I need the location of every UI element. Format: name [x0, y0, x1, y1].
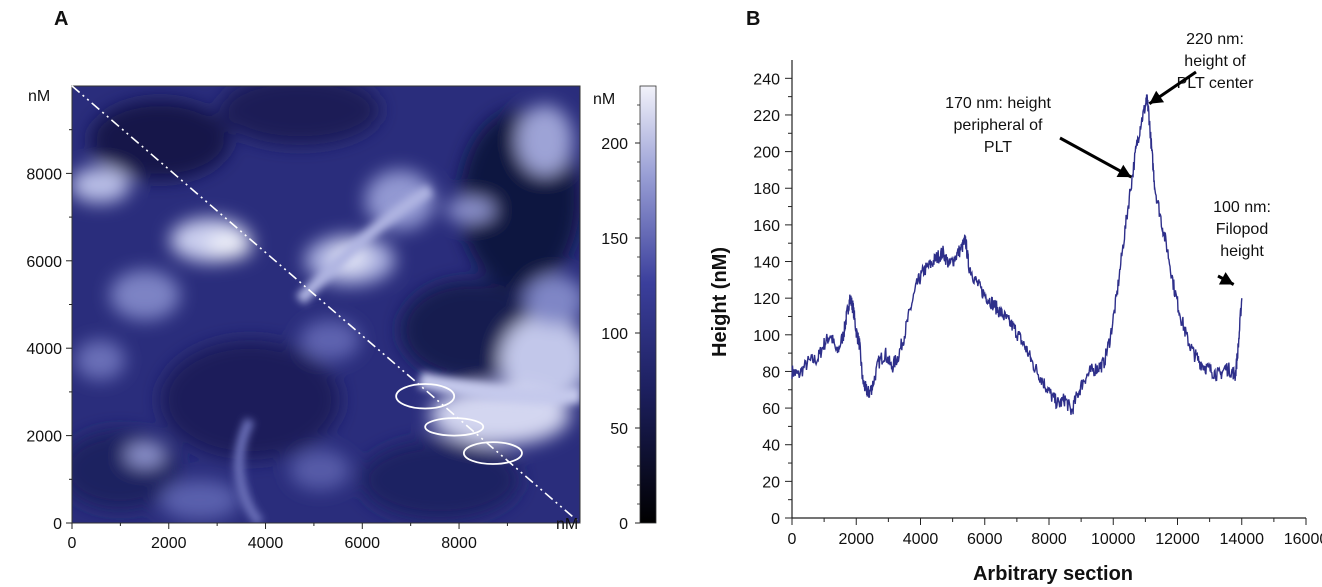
colorbar-tick-label: 100	[601, 326, 628, 343]
profile-annotations: 220 nm: height of PLT center 170 nm: height…	[945, 31, 1271, 286]
annotation-text: height	[1220, 243, 1264, 260]
colorbar-unit: nM	[593, 91, 615, 108]
map-y-tick-label: 4000	[26, 341, 62, 358]
annotation-text: peripheral of	[954, 117, 1044, 134]
annotation-text: PLT	[984, 139, 1012, 156]
afm-map-image	[72, 86, 580, 523]
profile-y-tick-label: 100	[753, 328, 780, 345]
profile-x-tick-label: 2000	[838, 531, 874, 548]
highlight-ellipse-3	[462, 441, 523, 465]
map-y-tick-label: 0	[53, 516, 62, 533]
x-axis-title: Arbitrary section	[973, 563, 1133, 585]
highlight-ellipse-1	[395, 383, 456, 410]
annotation-arrow-line	[1148, 70, 1197, 106]
profile-y-tick-label: 160	[753, 218, 780, 235]
colorbar	[639, 85, 657, 524]
profile-x-tick-label: 14000	[1220, 531, 1265, 548]
profile-y-tick-label: 20	[762, 474, 780, 491]
annotation-arrow-line	[1217, 274, 1235, 286]
annotation-text: height of	[1184, 53, 1246, 70]
map-x-tick-label: 8000	[441, 535, 477, 552]
panel-letter-b: B	[746, 8, 761, 30]
profile-x-tick-label: 10000	[1091, 531, 1136, 548]
profile-y-tick-label: 180	[753, 181, 780, 198]
profile-x-tick-label: 0	[788, 531, 797, 548]
profile-y-tick-label: 0	[771, 511, 780, 528]
section-line	[71, 85, 581, 524]
map-y-tick-label: 2000	[26, 429, 62, 446]
annotation-text: 220 nm:	[1186, 31, 1244, 48]
annotation-text: 100 nm:	[1213, 199, 1271, 216]
map-x-tick-label: 6000	[344, 535, 380, 552]
annotation-arrow-line	[1059, 136, 1133, 179]
colorbar-tick-label: 0	[619, 516, 628, 533]
annotation-arrow-head	[1116, 164, 1132, 178]
profile-y-tick-label: 80	[762, 364, 780, 381]
map-x-tick-label: 0	[68, 535, 77, 552]
profile-y-tick-label: 120	[753, 291, 780, 308]
y-axis-title: Height (nM)	[709, 247, 731, 357]
map-y-unit: nM	[28, 88, 50, 105]
profile-y-tick-label: 200	[753, 145, 780, 162]
profile-x-tick-label: 8000	[1031, 531, 1067, 548]
colorbar-tick-label: 200	[601, 136, 628, 153]
map-x-tick-label: 2000	[151, 535, 187, 552]
height-profile-series	[791, 94, 1243, 415]
colorbar-tick-label: 50	[610, 421, 628, 438]
colorbar-axis: 0 50 100 150 200	[601, 104, 640, 533]
map-y-tick-label: 8000	[26, 166, 62, 183]
profile-x-tick-label: 12000	[1155, 531, 1200, 548]
annotation-arrow-head	[1218, 272, 1234, 285]
colorbar-tick-label: 150	[601, 231, 628, 248]
annotation-text: 170 nm: height	[945, 95, 1051, 112]
annotation-arrow-head	[1149, 90, 1165, 104]
map-x-tick-label: 4000	[248, 535, 284, 552]
profile-y-tick-label: 60	[762, 401, 780, 418]
highlight-ellipses	[395, 383, 523, 465]
map-y-tick-label: 6000	[26, 254, 62, 271]
profile-y-tick-label: 240	[753, 71, 780, 88]
profile-y-tick-label: 140	[753, 255, 780, 272]
map-x-unit: nM	[556, 516, 578, 533]
highlight-ellipse-2	[424, 417, 485, 437]
afm-map-axes: 0 2000 4000 6000 8000 0 2000 4000 6000 8000	[26, 129, 508, 552]
profile-x-tick-label: 6000	[967, 531, 1003, 548]
profile-y-tick-label: 220	[753, 108, 780, 125]
annotation-text: Filopod	[1216, 221, 1268, 238]
profile-y-tick-label: 40	[762, 438, 780, 455]
profile-x-tick-label: 4000	[903, 531, 939, 548]
panel-letter-a: A	[54, 8, 69, 30]
annotation-text: PLT center	[1177, 75, 1254, 92]
